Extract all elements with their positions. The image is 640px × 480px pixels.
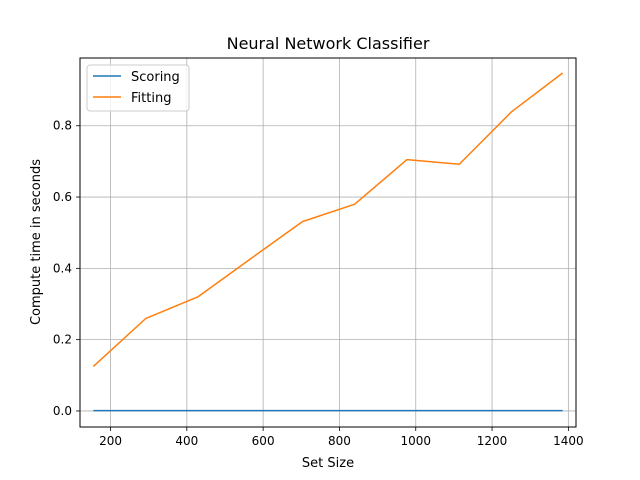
x-tick-label: 1000	[400, 434, 431, 448]
x-tick-label: 200	[99, 434, 122, 448]
x-tick-label: 400	[175, 434, 198, 448]
y-tick-label: 0.8	[53, 119, 72, 133]
x-tick-label: 800	[328, 434, 351, 448]
chart-title: Neural Network Classifier	[227, 34, 430, 53]
y-axis-label: Compute time in seconds	[29, 159, 44, 325]
legend-label-fitting: Fitting	[131, 91, 171, 106]
legend: Scoring Fitting	[86, 64, 190, 112]
plot-frame	[79, 57, 577, 428]
x-tick-label: 600	[252, 434, 275, 448]
legend-label-scoring: Scoring	[131, 70, 180, 85]
y-tick-label: 0.0	[53, 404, 72, 418]
x-axis-label: Set Size	[302, 456, 354, 471]
y-axis: 0.0 0.2 0.4 0.6 0.8	[53, 119, 80, 418]
y-tick-label: 0.6	[53, 190, 72, 204]
x-tick-label: 1400	[553, 434, 584, 448]
x-tick-label: 1200	[477, 434, 508, 448]
series-layer	[92, 72, 564, 412]
x-axis: 200 400 600 800 1000 1200 1400	[99, 427, 584, 448]
y-tick-label: 0.4	[53, 261, 72, 275]
series-line-fitting	[92, 72, 564, 367]
grid	[80, 58, 576, 427]
y-tick-label: 0.2	[53, 333, 72, 347]
